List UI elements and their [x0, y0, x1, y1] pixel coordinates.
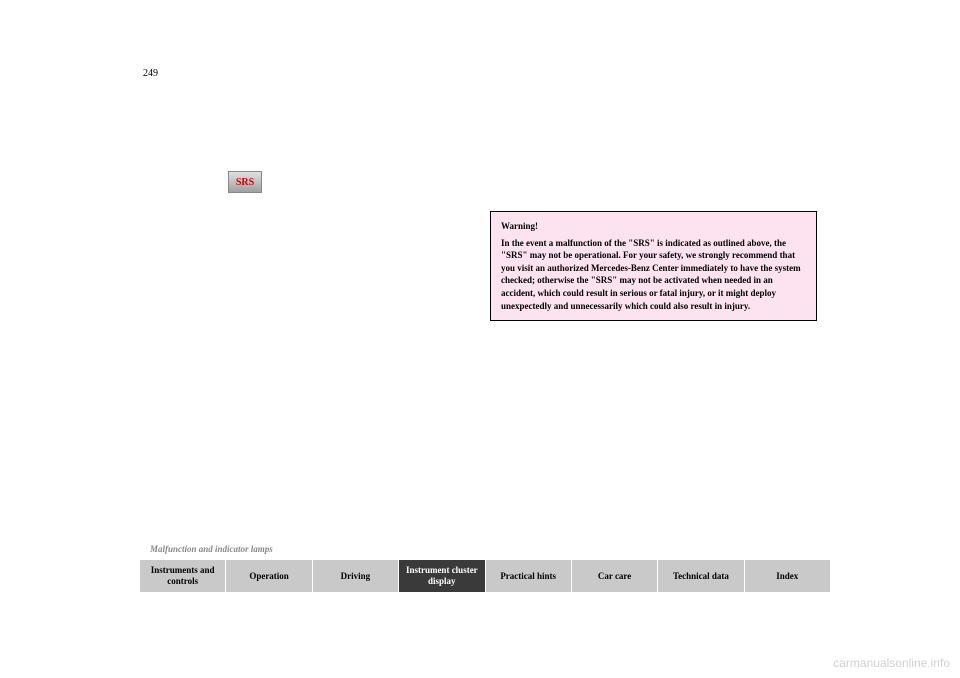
nav-item-technical-data[interactable]: Technical data [658, 560, 744, 592]
body-paragraph: The indicator lamp signals a malfunction… [143, 341, 483, 356]
page-number: 249 [143, 68, 158, 79]
body-bullet: • does not come on at all, [143, 410, 483, 425]
footer-section-label: Malfunction and indicator lamps [150, 544, 273, 554]
nav-item-instrument-cluster[interactable]: Instrument cluster display [399, 560, 485, 592]
warning-title: Warning! [501, 220, 806, 233]
nav-item-index[interactable]: Index [745, 560, 830, 592]
nav-item-car-care[interactable]: Car care [572, 560, 658, 592]
bullet-text: comes on after initially going out. [149, 439, 285, 450]
nav-item-practical-hints[interactable]: Practical hints [486, 560, 572, 592]
body-paragraph: The operational readiness of the airbag … [143, 227, 483, 287]
section-heading: Supplemental restraint system (SRS) indi… [271, 171, 483, 215]
body-bullet: • comes on after initially going out. [143, 437, 483, 452]
nav-item-instruments[interactable]: Instruments and controls [140, 560, 226, 592]
warning-box: Warning! In the event a malfunction of t… [490, 211, 817, 321]
bullet-text: fails to extinguish after approximately … [143, 370, 475, 396]
body-paragraph: After the lamp goes out, the system cont… [143, 299, 483, 329]
nav-bar: Instruments and controls Operation Drivi… [140, 560, 830, 592]
warning-text: In the event a malfunction of the "SRS" … [501, 237, 806, 313]
nav-item-driving[interactable]: Driving [313, 560, 399, 592]
manual-page: 249 SRS Supplemental restraint system (S… [140, 60, 830, 600]
body-bullet: • fails to extinguish after approximatel… [143, 368, 483, 398]
nav-item-operation[interactable]: Operation [226, 560, 312, 592]
watermark: carmanualsonline.info [833, 656, 950, 670]
bullet-text: does not come on at all, [149, 412, 244, 423]
body-text-column: Supplemental restraint system (SRS) indi… [143, 171, 483, 452]
